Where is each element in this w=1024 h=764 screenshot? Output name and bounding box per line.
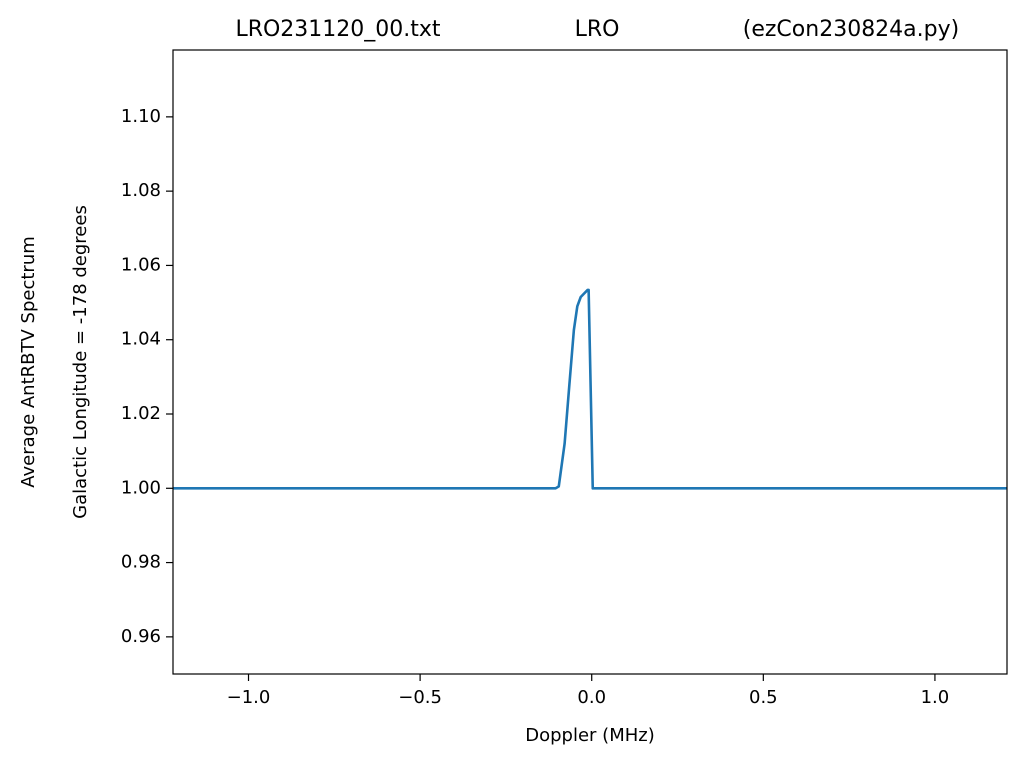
plot-frame bbox=[172, 49, 1008, 675]
y-tick-label: 1.04 bbox=[121, 329, 161, 350]
y-tick-label: 0.98 bbox=[121, 552, 161, 573]
x-tick-label: −0.5 bbox=[398, 687, 442, 708]
title-file: LRO231120_00.txt bbox=[235, 17, 440, 42]
y-tick-label: 0.96 bbox=[121, 626, 161, 647]
y-tick-label: 1.00 bbox=[121, 477, 161, 498]
title-script: (ezCon230824a.py) bbox=[743, 17, 959, 42]
x-tick-label: 1.0 bbox=[921, 687, 950, 708]
y-tick-label: 1.10 bbox=[121, 106, 161, 127]
data-line bbox=[173, 288, 1007, 490]
x-tick-label: 0.0 bbox=[577, 687, 606, 708]
x-tick-label: −1.0 bbox=[227, 687, 271, 708]
x-axis-label: Doppler (MHz) bbox=[525, 725, 654, 746]
title-site: LRO bbox=[575, 17, 620, 42]
y-tick-label: 1.06 bbox=[121, 254, 161, 275]
x-tick-label: 0.5 bbox=[749, 687, 778, 708]
y-axis-label: Galactic Longitude = -178 degrees bbox=[70, 205, 91, 519]
y-tick-label: 1.08 bbox=[121, 180, 161, 201]
y-axis-label: Average AntRBTV Spectrum bbox=[18, 236, 39, 488]
y-tick-label: 1.02 bbox=[121, 403, 161, 424]
